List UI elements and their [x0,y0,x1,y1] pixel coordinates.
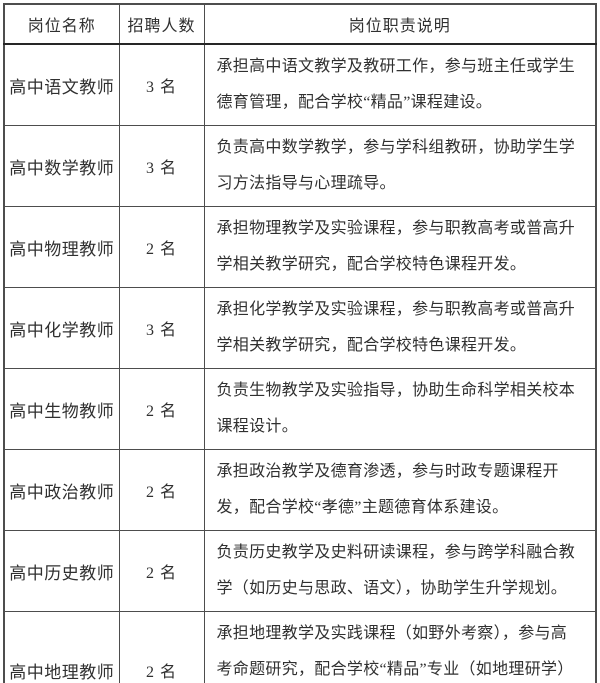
count-cell: 2 名 [118,206,205,288]
duty-cell: 承担政治教学及德育渗透，参与时政专题课程开发，配合学校“孝德”主题德育体系建设。 [203,449,597,531]
column-header-count: 招聘人数 [118,3,205,45]
count-cell: 3 名 [118,125,205,207]
count-cell: 3 名 [118,43,205,126]
duty-cell: 承担物理教学及实验课程，参与职教高考或普高升学相关教学研究，配合学校特色课程开发… [203,206,597,288]
count-cell: 2 名 [118,530,205,612]
job-table: 岗位名称 招聘人数 岗位职责说明 高中语文教师 3 名 承担高中语文教学及教研工… [3,3,597,683]
count-cell: 3 名 [118,287,205,369]
table-row: 高中地理教师 2 名 承担地理教学及实践课程（如野外考察），参与高考命题研究，配… [3,611,597,683]
position-cell: 高中历史教师 [3,530,120,612]
table-header: 岗位名称 招聘人数 岗位职责说明 [3,3,597,45]
position-cell: 高中语文教师 [3,43,120,126]
column-header-position: 岗位名称 [3,3,120,45]
table-row: 高中数学教师 3 名 负责高中数学教学，参与学科组教研，协助学生学习方法指导与心… [3,125,597,207]
position-cell: 高中生物教师 [3,368,120,450]
table-row: 高中化学教师 3 名 承担化学教学及实验课程，参与职教高考或普高升学相关教学研究… [3,287,597,369]
table-row: 高中生物教师 2 名 负责生物教学及实验指导，协助生命科学相关校本课程设计。 [3,368,597,450]
position-cell: 高中地理教师 [3,611,120,683]
position-cell: 高中化学教师 [3,287,120,369]
position-cell: 高中物理教师 [3,206,120,288]
table-row: 高中历史教师 2 名 负责历史教学及史料研读课程，参与跨学科融合教学（如历史与思… [3,530,597,612]
duty-cell: 承担高中语文教学及教研工作，参与班主任或学生德育管理，配合学校“精品”课程建设。 [203,43,597,126]
table-body: 高中语文教师 3 名 承担高中语文教学及教研工作，参与班主任或学生德育管理，配合… [3,43,597,683]
header-row: 岗位名称 招聘人数 岗位职责说明 [3,3,597,45]
duty-cell: 负责高中数学教学，参与学科组教研，协助学生学习方法指导与心理疏导。 [203,125,597,207]
duty-cell: 承担地理教学及实践课程（如野外考察），参与高考命题研究，配合学校“精品”专业（如… [203,611,597,683]
position-cell: 高中数学教师 [3,125,120,207]
column-header-duty: 岗位职责说明 [203,3,597,45]
count-cell: 2 名 [118,449,205,531]
duty-cell: 负责生物教学及实验指导，协助生命科学相关校本课程设计。 [203,368,597,450]
table-row: 高中物理教师 2 名 承担物理教学及实验课程，参与职教高考或普高升学相关教学研究… [3,206,597,288]
count-cell: 2 名 [118,368,205,450]
table-row: 高中语文教师 3 名 承担高中语文教学及教研工作，参与班主任或学生德育管理，配合… [3,43,597,126]
duty-cell: 承担化学教学及实验课程，参与职教高考或普高升学相关教学研究，配合学校特色课程开发… [203,287,597,369]
duty-cell: 负责历史教学及史料研读课程，参与跨学科融合教学（如历史与思政、语文），协助学生升… [203,530,597,612]
count-cell: 2 名 [118,611,205,683]
position-cell: 高中政治教师 [3,449,120,531]
table-row: 高中政治教师 2 名 承担政治教学及德育渗透，参与时政专题课程开发，配合学校“孝… [3,449,597,531]
